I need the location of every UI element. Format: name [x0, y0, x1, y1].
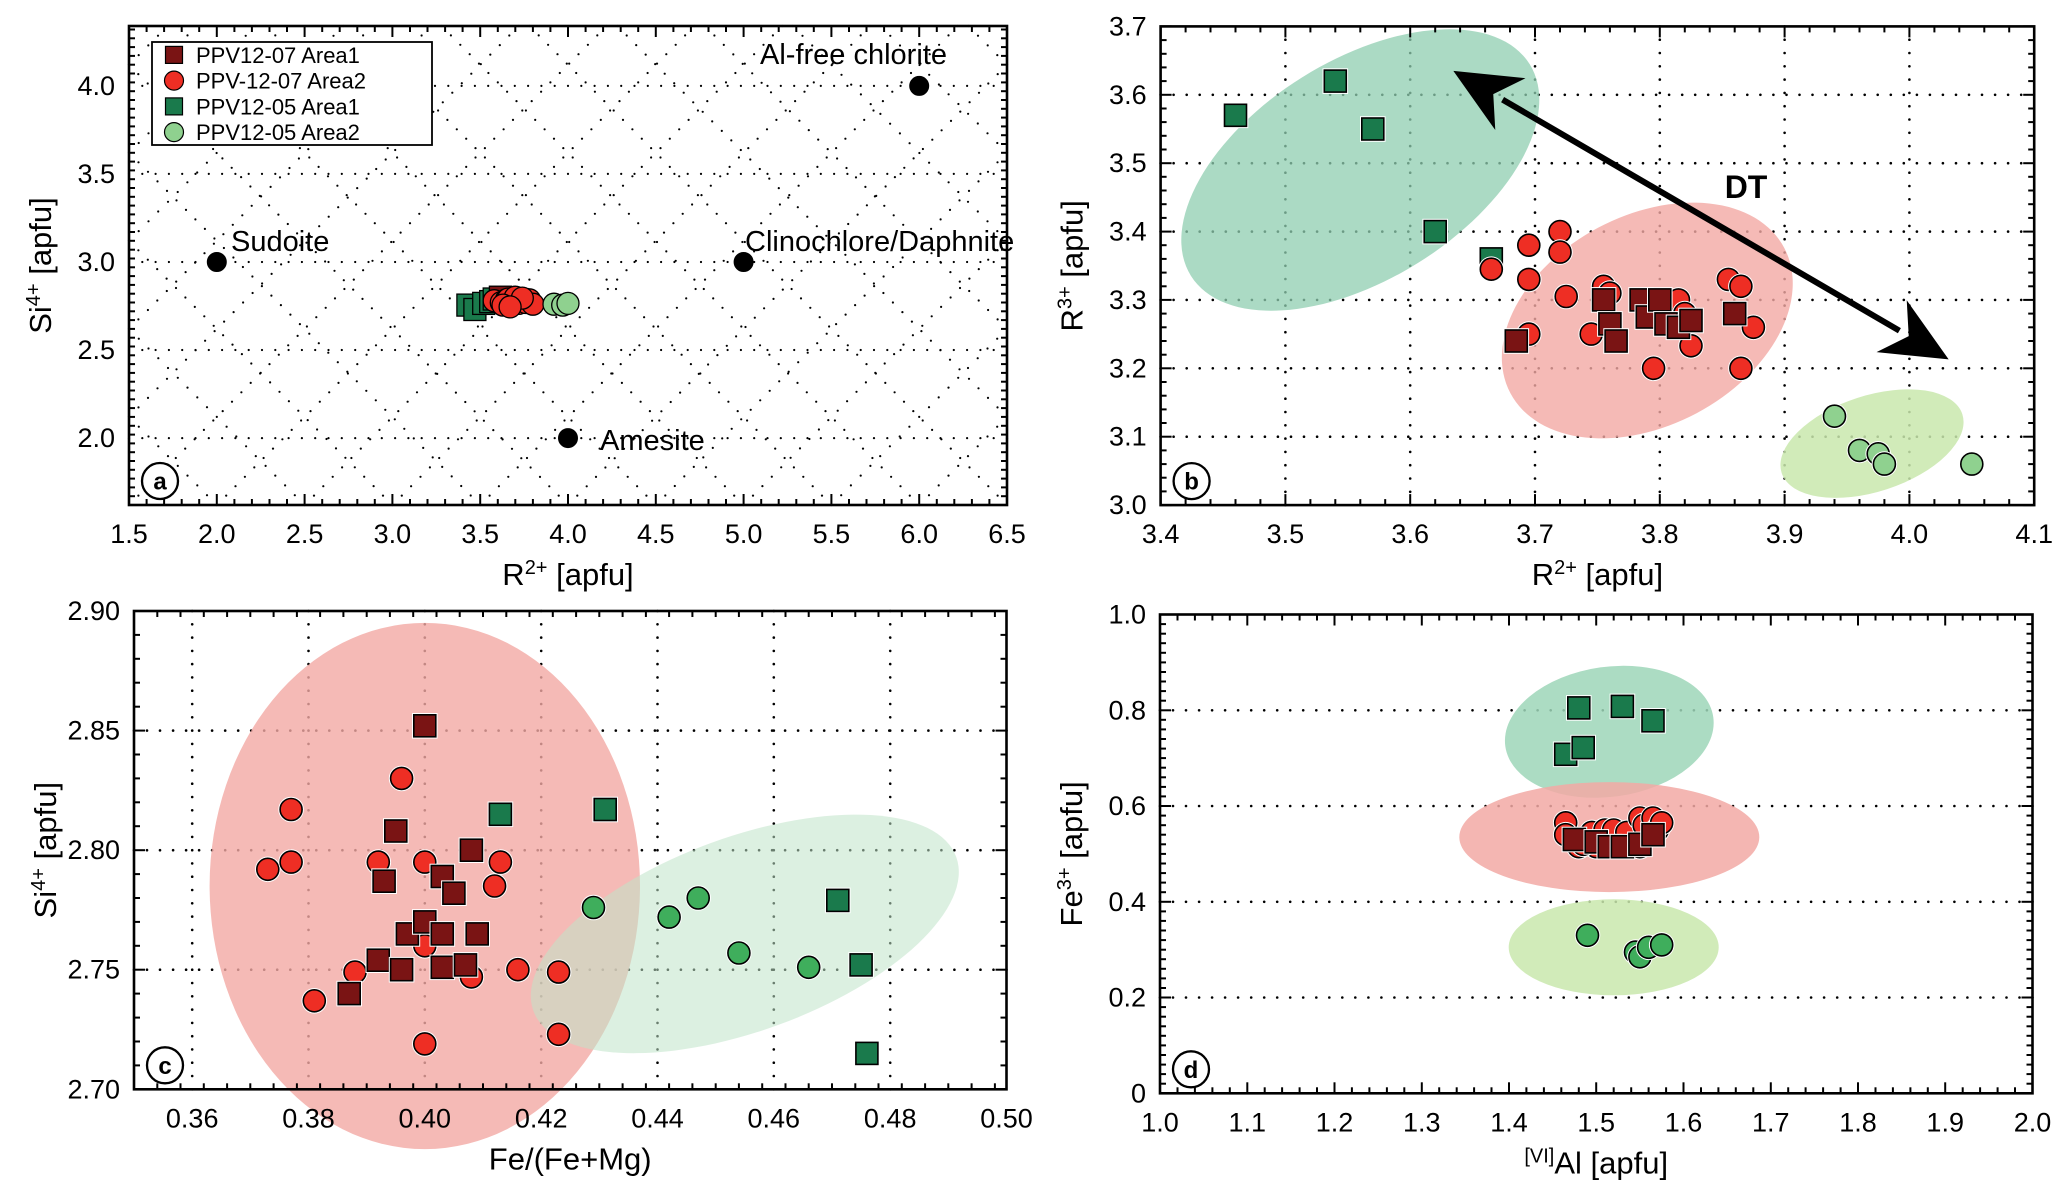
svg-text:2.5: 2.5	[77, 335, 115, 365]
svg-text:[VI]Al [apfu]: [VI]Al [apfu]	[1524, 1145, 1668, 1180]
svg-text:1.7: 1.7	[1752, 1107, 1790, 1137]
svg-text:0.8: 0.8	[1108, 695, 1146, 725]
svg-text:3.7: 3.7	[1109, 11, 1147, 41]
svg-text:3.7: 3.7	[1516, 519, 1554, 549]
svg-text:2.75: 2.75	[67, 955, 120, 985]
svg-text:1.4: 1.4	[1490, 1107, 1528, 1137]
svg-text:2.90: 2.90	[67, 597, 120, 626]
svg-text:3.8: 3.8	[1641, 519, 1679, 549]
svg-text:Amesite: Amesite	[600, 425, 705, 457]
svg-text:5.5: 5.5	[813, 519, 851, 549]
svg-text:3.1: 3.1	[1109, 422, 1147, 452]
svg-text:6.0: 6.0	[900, 519, 938, 549]
svg-text:3.4: 3.4	[1142, 519, 1180, 549]
svg-text:1.1: 1.1	[1229, 1107, 1267, 1137]
svg-text:0.50: 0.50	[980, 1103, 1033, 1133]
svg-text:2.80: 2.80	[67, 835, 120, 865]
svg-text:0: 0	[1131, 1078, 1146, 1108]
svg-text:0.6: 0.6	[1108, 791, 1146, 821]
svg-text:1.5: 1.5	[110, 519, 148, 549]
svg-text:3.6: 3.6	[1391, 519, 1429, 549]
svg-text:4.1: 4.1	[2015, 519, 2053, 549]
svg-text:1.5: 1.5	[1577, 1107, 1615, 1137]
svg-text:Fe3+ [apfu]: Fe3+ [apfu]	[1054, 781, 1089, 926]
svg-text:2.70: 2.70	[67, 1074, 120, 1104]
svg-text:2.85: 2.85	[67, 716, 120, 746]
svg-text:2.5: 2.5	[286, 519, 324, 549]
svg-text:R3+ [apfu]: R3+ [apfu]	[1055, 200, 1090, 331]
svg-text:Fe/(Fe+Mg): Fe/(Fe+Mg)	[489, 1141, 652, 1176]
svg-text:3.0: 3.0	[1109, 490, 1147, 520]
svg-text:0.46: 0.46	[748, 1103, 801, 1133]
svg-text:0.42: 0.42	[515, 1103, 568, 1133]
svg-text:Al-free chlorite: Al-free chlorite	[760, 39, 947, 71]
svg-text:3.2: 3.2	[1109, 353, 1147, 383]
svg-text:0.40: 0.40	[399, 1103, 452, 1133]
svg-text:1.0: 1.0	[1108, 600, 1146, 630]
svg-text:Sudoite: Sudoite	[231, 226, 329, 258]
svg-text:c: c	[158, 1053, 171, 1080]
svg-text:3.5: 3.5	[461, 519, 499, 549]
svg-text:PPV-12-07 Area2: PPV-12-07 Area2	[196, 69, 366, 94]
svg-text:1.8: 1.8	[1839, 1107, 1877, 1137]
svg-text:1.2: 1.2	[1316, 1107, 1354, 1137]
svg-text:0.48: 0.48	[864, 1103, 917, 1133]
svg-text:4.5: 4.5	[637, 519, 675, 549]
svg-text:1.6: 1.6	[1665, 1107, 1703, 1137]
svg-text:1.0: 1.0	[1141, 1107, 1179, 1137]
svg-text:PPV12-05 Area2: PPV12-05 Area2	[196, 120, 360, 145]
svg-text:0.44: 0.44	[631, 1103, 684, 1133]
svg-text:3.5: 3.5	[1267, 519, 1305, 549]
svg-text:3.5: 3.5	[77, 159, 115, 189]
svg-text:3.9: 3.9	[1766, 519, 1804, 549]
svg-text:0.4: 0.4	[1108, 887, 1146, 917]
svg-text:PPV12-05 Area1: PPV12-05 Area1	[196, 94, 360, 119]
svg-text:3.0: 3.0	[77, 247, 115, 277]
svg-text:2.0: 2.0	[77, 423, 115, 453]
svg-text:0.2: 0.2	[1108, 983, 1146, 1013]
svg-text:a: a	[153, 469, 167, 496]
svg-text:DT: DT	[1725, 169, 1768, 205]
svg-text:3.6: 3.6	[1109, 80, 1147, 110]
svg-text:Si4+ [apfu]: Si4+ [apfu]	[23, 197, 58, 334]
svg-text:R2+ [apfu]: R2+ [apfu]	[502, 557, 633, 592]
svg-text:2.0: 2.0	[2014, 1107, 2052, 1137]
svg-text:1.3: 1.3	[1403, 1107, 1441, 1137]
svg-text:d: d	[1184, 1057, 1199, 1084]
svg-text:Si4+ [apfu]: Si4+ [apfu]	[28, 782, 63, 919]
svg-text:0.36: 0.36	[166, 1103, 219, 1133]
svg-text:Clinochlore/Daphnite: Clinochlore/Daphnite	[745, 226, 1014, 258]
svg-text:0.38: 0.38	[282, 1103, 335, 1133]
svg-text:R2+ [apfu]: R2+ [apfu]	[1532, 557, 1663, 592]
svg-text:1.9: 1.9	[1926, 1107, 1964, 1137]
svg-text:6.5: 6.5	[988, 519, 1026, 549]
svg-text:3.5: 3.5	[1109, 148, 1147, 178]
svg-text:4.0: 4.0	[77, 71, 115, 101]
svg-text:b: b	[1184, 469, 1199, 496]
svg-text:3.3: 3.3	[1109, 285, 1147, 315]
svg-text:PPV12-07 Area1: PPV12-07 Area1	[196, 43, 360, 68]
svg-text:3.4: 3.4	[1109, 217, 1147, 247]
svg-text:2.0: 2.0	[198, 519, 236, 549]
svg-text:5.0: 5.0	[725, 519, 763, 549]
svg-text:4.0: 4.0	[549, 519, 587, 549]
svg-text:3.0: 3.0	[374, 519, 412, 549]
svg-text:4.0: 4.0	[1891, 519, 1929, 549]
